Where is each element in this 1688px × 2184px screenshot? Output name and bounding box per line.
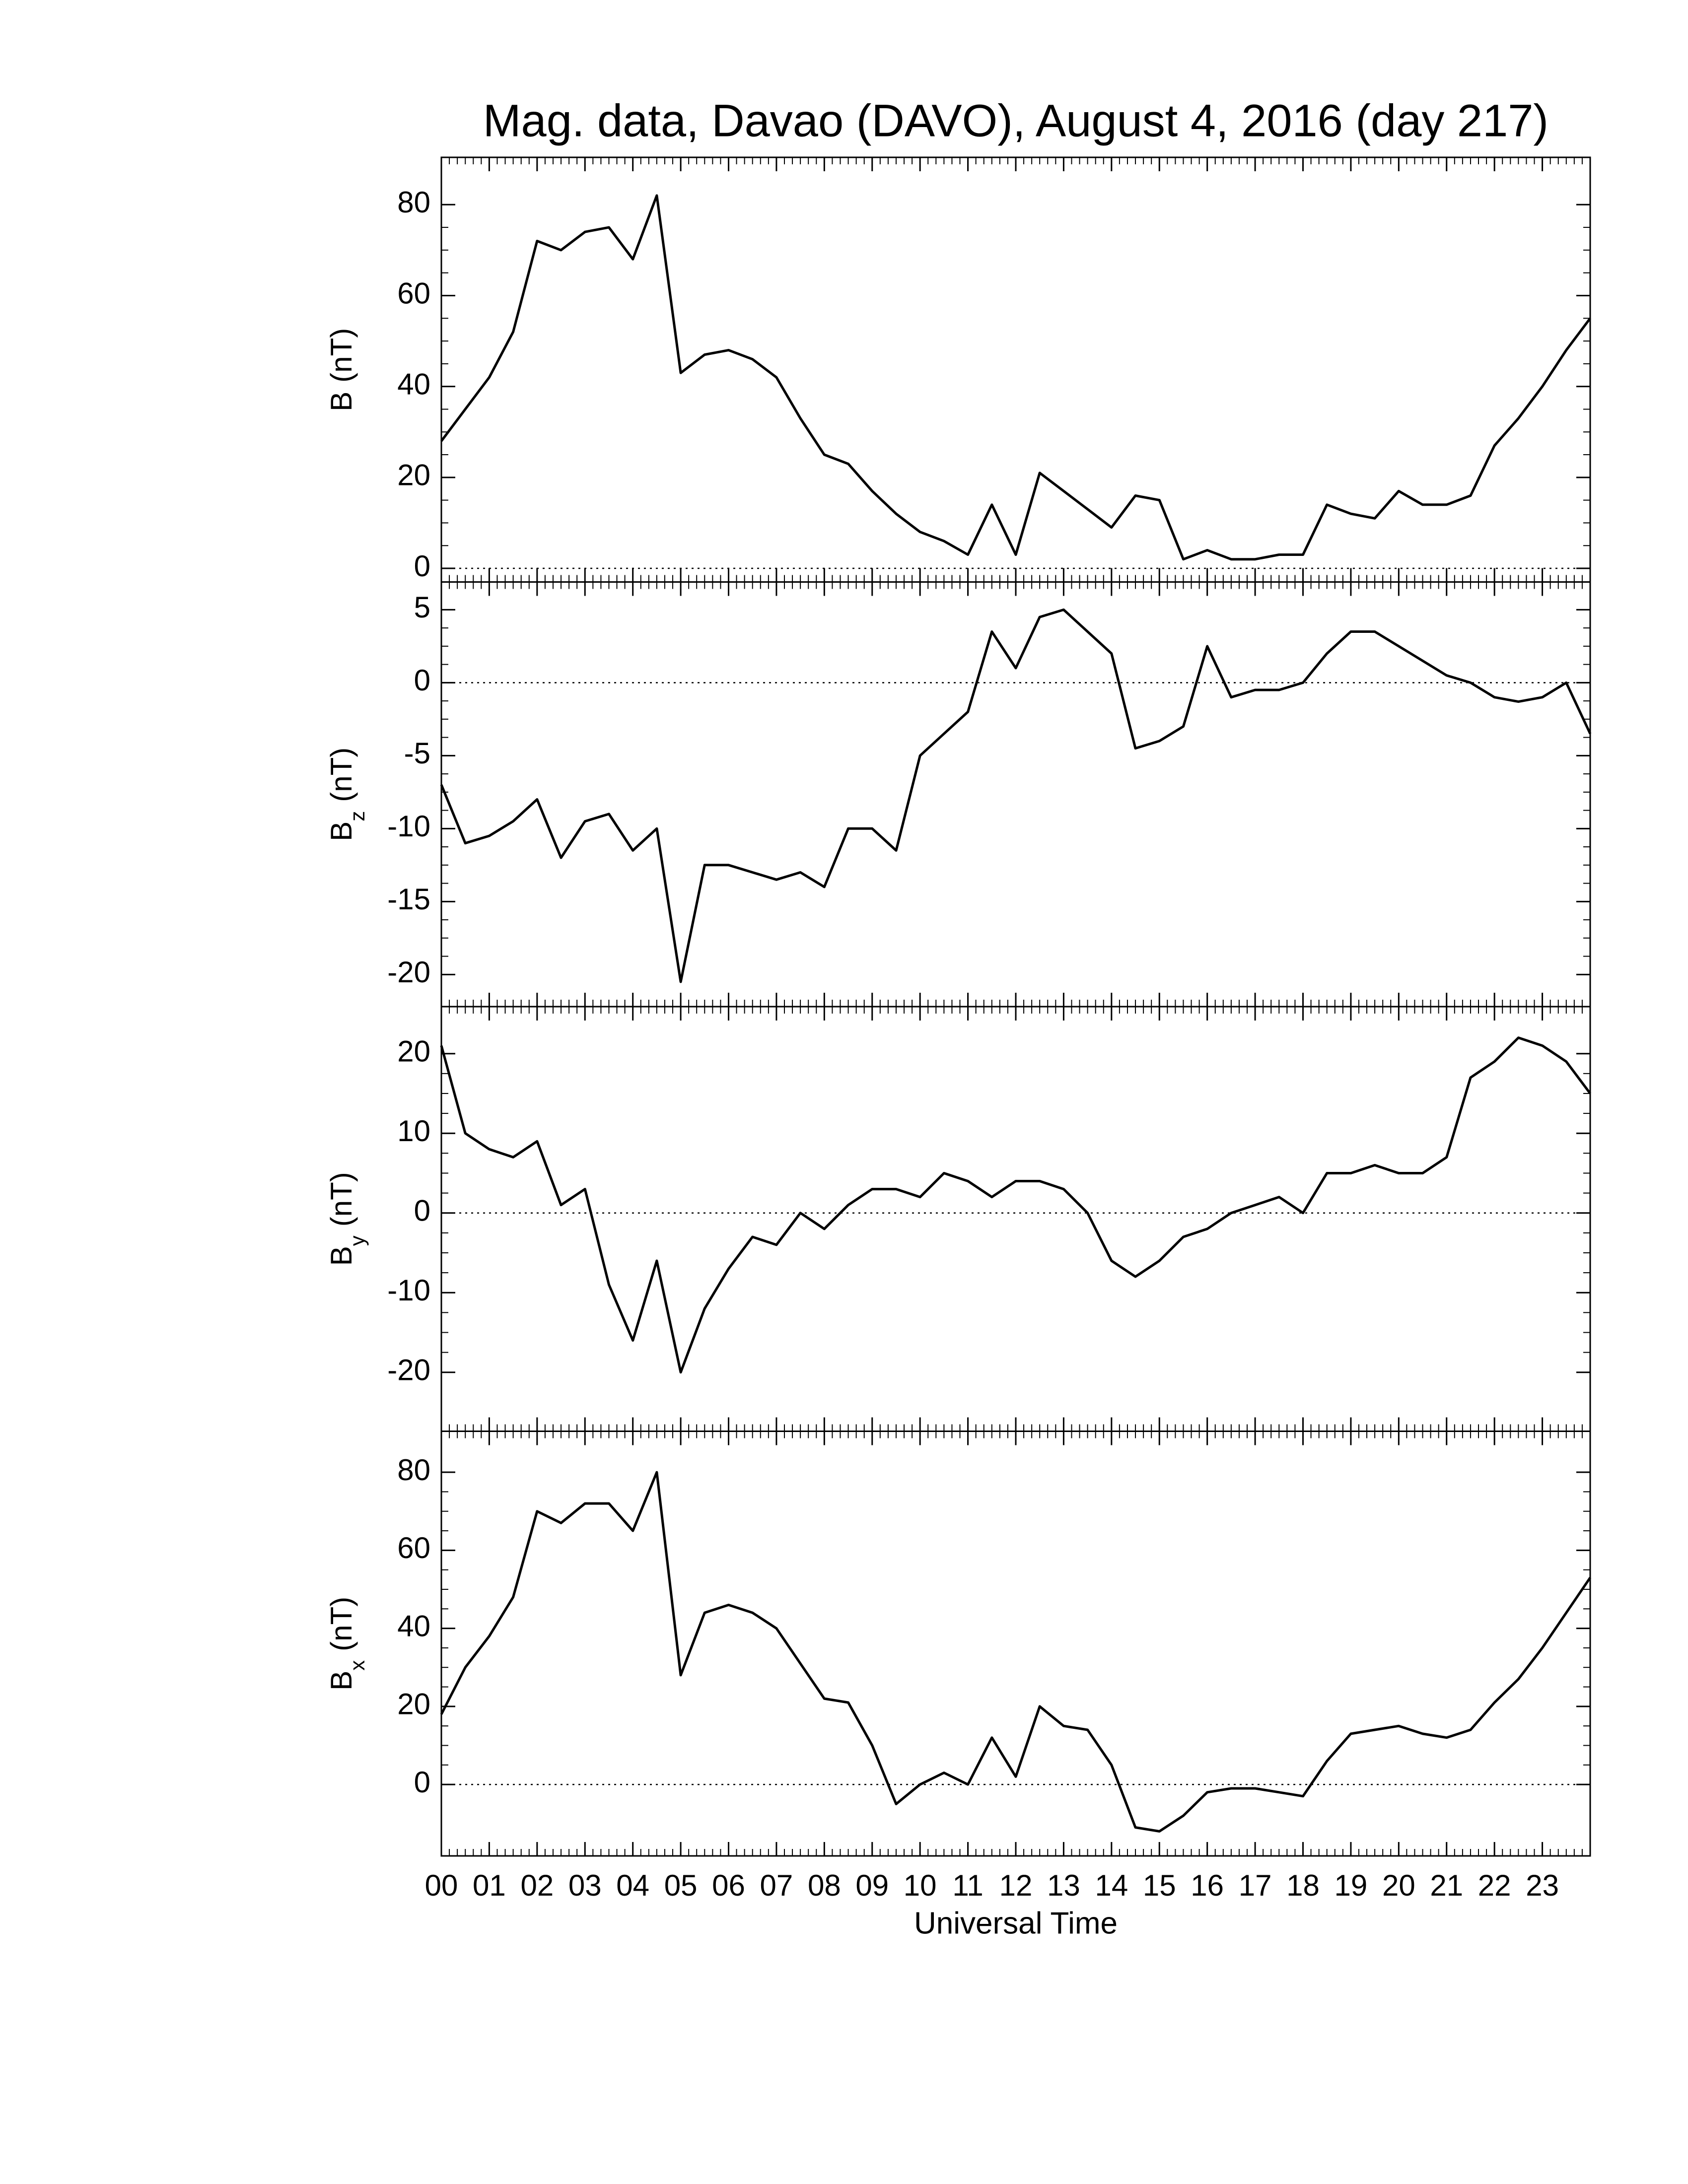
y-tick-label: 0 (414, 549, 430, 583)
y-tick-label: -10 (387, 1274, 430, 1307)
data-line (440, 194, 1591, 561)
y-axis-label: Bx (nT) (325, 1597, 369, 1691)
y-tick-label: 20 (397, 459, 430, 492)
y-tick-label: -20 (387, 956, 430, 989)
x-tick-label: 10 (904, 1869, 937, 1902)
y-tick-label: 0 (414, 664, 430, 697)
y-tick-label: -15 (387, 883, 430, 916)
x-tick-label: 13 (1047, 1869, 1080, 1902)
y-axis-label: Bz (nT) (325, 748, 369, 841)
x-tick-label: 06 (712, 1869, 745, 1902)
y-tick-label: -5 (404, 737, 430, 770)
y-label-unit: (nT) (325, 1172, 358, 1227)
y-label-unit: (nT) (325, 1597, 358, 1651)
y-label-symbol: B (325, 392, 358, 411)
y-tick-label: 0 (414, 1766, 430, 1799)
chart-title: Mag. data, Davao (DAVO), August 4, 2016 … (483, 95, 1548, 146)
x-tick-label: 14 (1095, 1869, 1128, 1902)
x-tick-label: 20 (1382, 1869, 1415, 1902)
x-tick-label: 22 (1478, 1869, 1511, 1902)
x-tick-label: 11 (952, 1869, 983, 1902)
y-tick-label: 60 (397, 1531, 430, 1565)
y-tick-label: 80 (397, 186, 430, 219)
x-tick-label: 05 (664, 1869, 698, 1902)
y-label-symbol: B (325, 1246, 358, 1266)
y-label-unit: (nT) (325, 748, 358, 802)
x-tick-label: 19 (1335, 1869, 1368, 1902)
y-tick-label: 0 (414, 1194, 430, 1228)
data-line (440, 608, 1592, 983)
y-label-symbol: B (325, 1671, 358, 1691)
y-label-unit: (nT) (325, 328, 358, 383)
y-tick-label: 20 (397, 1035, 430, 1068)
y-label-subscript: x (346, 1660, 369, 1671)
data-line (440, 1471, 1592, 1833)
x-axis-label: Universal Time (914, 1906, 1118, 1940)
x-tick-label: 18 (1286, 1869, 1320, 1902)
y-tick-label: 80 (397, 1453, 430, 1487)
y-tick-label: -10 (387, 810, 430, 843)
y-tick-label: 40 (397, 1609, 430, 1642)
x-tick-label: 12 (999, 1869, 1033, 1902)
x-tick-label: 08 (808, 1869, 841, 1902)
x-tick-label: 17 (1239, 1869, 1272, 1902)
x-tick-label: 04 (616, 1869, 649, 1902)
y-tick-label: -20 (387, 1354, 430, 1387)
x-tick-label: 01 (473, 1869, 506, 1902)
y-tick-label: 60 (397, 276, 430, 310)
y-label-symbol: B (325, 821, 358, 841)
plot-frame (440, 1006, 1591, 1432)
x-tick-label: 21 (1430, 1869, 1463, 1902)
x-tick-label: 00 (425, 1869, 458, 1902)
x-tick-label: 23 (1526, 1869, 1559, 1902)
y-tick-label: 10 (397, 1114, 430, 1148)
x-tick-label: 15 (1143, 1869, 1176, 1902)
y-axis-label: B (nT) (325, 328, 358, 411)
y-tick-label: 5 (414, 591, 430, 624)
plot-frame (440, 1431, 1591, 1857)
x-tick-label: 09 (855, 1869, 889, 1902)
y-label-subscript: z (346, 811, 369, 821)
x-tick-label: 02 (520, 1869, 554, 1902)
x-tick-label: 03 (568, 1869, 602, 1902)
plot-frame (440, 581, 1591, 1008)
data-line (440, 1036, 1592, 1374)
x-tick-label: 07 (760, 1869, 793, 1902)
y-label-subscript: y (346, 1235, 369, 1246)
y-axis-label: By (nT) (325, 1172, 369, 1266)
x-tick-label: 16 (1191, 1869, 1224, 1902)
plot-frame (440, 156, 1591, 583)
y-tick-label: 40 (397, 367, 430, 401)
y-tick-label: 20 (397, 1688, 430, 1721)
